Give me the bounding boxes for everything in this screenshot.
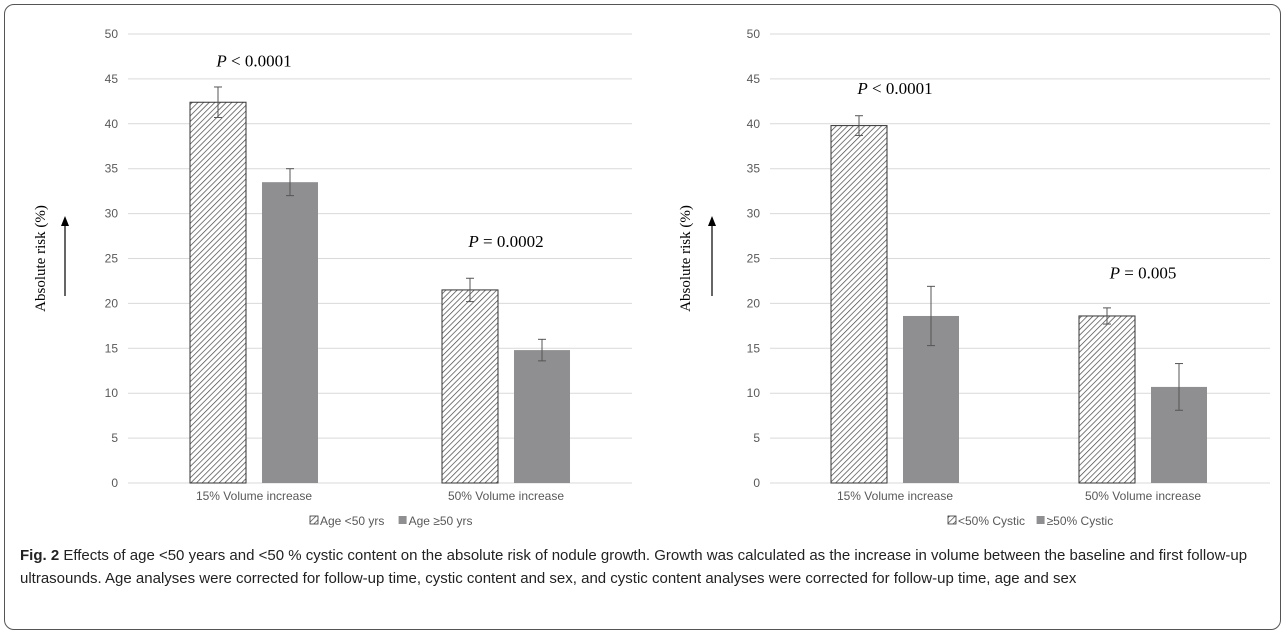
y-tick-label: 35 (747, 162, 761, 176)
x-tick-label: 15% Volume increase (837, 489, 953, 503)
legend-label: Age ≥50 yrs (409, 514, 473, 528)
figure-frame (4, 4, 1281, 630)
y-tick-label: 40 (105, 117, 119, 131)
legend-swatch (309, 515, 319, 525)
y-tick-label: 5 (753, 431, 760, 445)
p-symbol: P (467, 232, 478, 251)
y-tick-label: 45 (105, 72, 119, 86)
y-tick-label: 35 (105, 162, 119, 176)
legend-swatch (947, 515, 957, 525)
p-value-text: = 0.005 (1120, 263, 1176, 282)
legend: Age <50 yrs Age ≥50 yrs (309, 514, 473, 528)
p-value-annotation: P < 0.0001 (215, 51, 291, 70)
bar (514, 350, 570, 483)
p-value-text: < 0.0001 (868, 79, 933, 98)
y-tick-label: 0 (111, 476, 118, 490)
legend-label: Age <50 yrs (320, 514, 384, 528)
y-tick-label: 50 (747, 27, 761, 41)
y-tick-label: 20 (105, 296, 119, 310)
legend-swatch (1036, 516, 1045, 524)
y-tick-label: 40 (747, 117, 761, 131)
chart-cystic: 0 5 10 15 20 25 30 35 40 45 50 Absolute risk (%) 15%… (678, 27, 1270, 528)
p-value-text: = 0.0002 (479, 232, 544, 251)
x-tick-label: 50% Volume increase (1085, 489, 1201, 503)
y-tick-label: 30 (105, 207, 119, 221)
y-tick-label: 10 (105, 386, 119, 400)
arrow-up-icon (708, 216, 716, 226)
y-tick-label: 45 (747, 72, 761, 86)
y-tick-label: 0 (753, 476, 760, 490)
arrow-up-icon (61, 216, 69, 226)
y-tick-label: 30 (747, 207, 761, 221)
y-tick-label: 5 (111, 431, 118, 445)
p-value-annotation: P = 0.005 (1109, 263, 1177, 282)
y-tick-label: 25 (105, 252, 119, 266)
x-tick-label: 50% Volume increase (448, 489, 564, 503)
p-value-annotation: P = 0.0002 (467, 232, 543, 251)
legend: <50% Cystic ≥50% Cystic (947, 514, 1114, 528)
y-tick-label: 50 (105, 27, 119, 41)
y-axis-title: Absolute risk (%) (33, 205, 49, 312)
y-tick-label: 15 (105, 341, 119, 355)
p-symbol: P (215, 51, 226, 70)
p-symbol: P (1109, 263, 1120, 282)
y-tick-label: 25 (747, 252, 761, 266)
y-tick-label: 15 (747, 341, 761, 355)
y-tick-label: 10 (747, 386, 761, 400)
p-value-text: < 0.0001 (227, 51, 292, 70)
legend-label: <50% Cystic (958, 514, 1025, 528)
bar (189, 101, 247, 484)
legend-swatch (398, 516, 407, 524)
p-symbol: P (856, 79, 867, 98)
bar (262, 182, 318, 484)
legend-label: ≥50% Cystic (1047, 514, 1114, 528)
figure-caption: Fig. 2 Effects of age <50 years and <50 … (20, 544, 1270, 590)
bar (441, 289, 499, 484)
caption-label: Fig. 2 (20, 547, 60, 564)
p-value-annotation: P < 0.0001 (856, 79, 932, 98)
bar (830, 125, 888, 484)
bar (1078, 315, 1136, 484)
y-tick-label: 20 (747, 296, 761, 310)
y-axis-title: Absolute risk (%) (678, 205, 694, 312)
x-tick-label: 15% Volume increase (196, 489, 312, 503)
chart-age: 0 5 10 15 20 25 30 35 40 45 50 Absolute risk (%) 15%… (33, 27, 632, 528)
caption-text: Effects of age <50 years and <50 % cysti… (20, 547, 1248, 587)
